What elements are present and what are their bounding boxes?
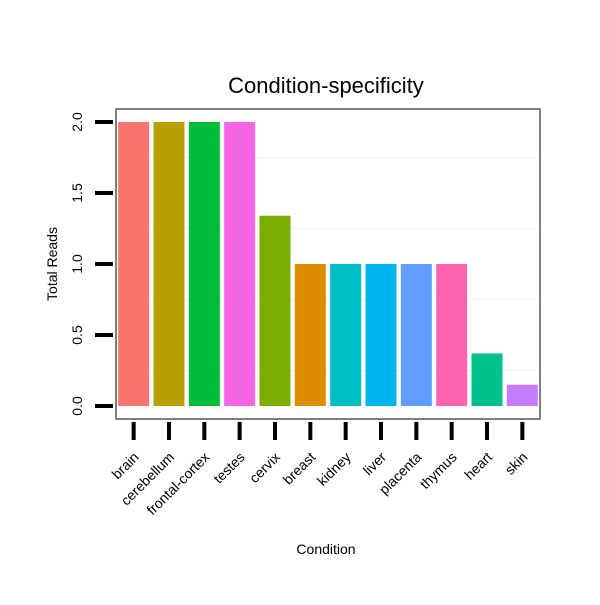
- y-tick-label: 0.5: [69, 325, 85, 345]
- bar-cervix: [259, 215, 291, 406]
- y-axis: 0.0 0.5 1.0 1.5 2.0: [69, 112, 113, 416]
- bar-breast: [294, 264, 326, 406]
- gridlines: [116, 157, 540, 371]
- x-axis-title: Condition: [296, 541, 355, 557]
- bar-skin: [506, 384, 538, 406]
- y-tick-label: 2.0: [69, 112, 85, 132]
- bars: [118, 122, 538, 406]
- bar-kidney: [330, 264, 362, 406]
- bar-frontal-cortex: [188, 122, 220, 406]
- bar-testes: [224, 122, 256, 406]
- bar-heart: [471, 353, 503, 406]
- y-axis-title: Total Reads: [44, 227, 60, 301]
- plot-frame: [115, 108, 541, 420]
- y-tick-label: 1.0: [69, 254, 85, 274]
- bar-thymus: [436, 264, 468, 406]
- y-tick-label: 1.5: [69, 183, 85, 203]
- bar-brain: [118, 122, 150, 406]
- bar-liver: [365, 264, 397, 406]
- bar-placenta: [400, 264, 432, 406]
- bar-cerebellum: [153, 122, 185, 406]
- chart-title: Condition-specificity: [228, 73, 424, 98]
- y-tick-label: 0.0: [69, 396, 85, 416]
